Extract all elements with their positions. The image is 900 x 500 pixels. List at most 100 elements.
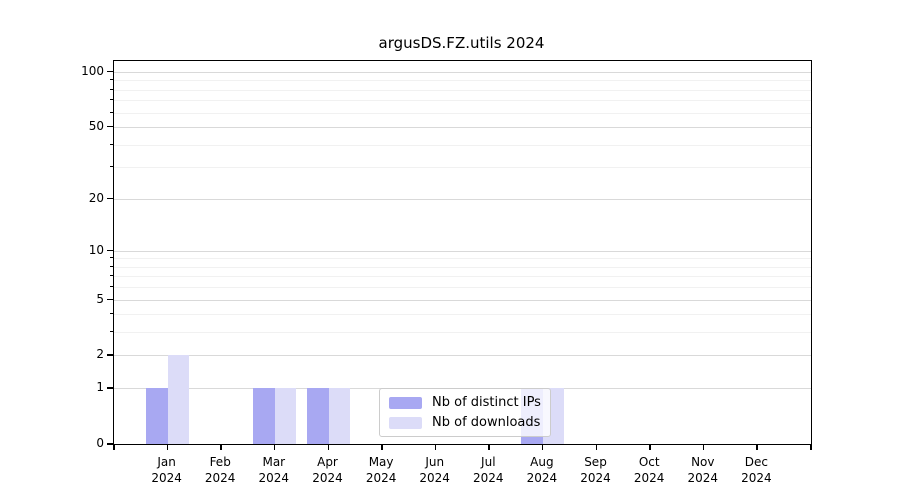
x-axis-tick (649, 444, 651, 450)
y-tick-label: 2 (96, 347, 104, 362)
y-tick-label: 10 (88, 242, 104, 257)
y-axis-minor-tick (109, 88, 113, 90)
chart-title: argusDS.FZ.utils 2024 (378, 34, 545, 52)
x-tick-year: 2024 (473, 471, 504, 485)
gridline-minor (114, 276, 811, 278)
gridline-major (114, 299, 811, 301)
x-tick-month: May (368, 455, 394, 469)
x-tick-month: Jun (425, 455, 445, 469)
bar-apr-downloads (328, 388, 350, 444)
y-axis-minor-tick (109, 313, 113, 315)
x-axis-tick (434, 444, 437, 450)
x-tick-label: May 2024 (351, 454, 411, 486)
gridline-minor (114, 112, 811, 114)
x-tick-year: 2024 (258, 471, 290, 485)
gridline-minor (114, 167, 811, 169)
bar-apr-ips (307, 388, 329, 444)
gridline-major (114, 198, 811, 200)
y-axis-tick (107, 125, 113, 128)
x-tick-label: Mar 2024 (244, 454, 304, 486)
gridline-minor (114, 144, 811, 146)
x-tick-month: Jan (157, 455, 176, 469)
x-axis-tick (810, 444, 812, 450)
x-tick-label: Sep 2024 (566, 454, 626, 486)
x-axis-tick (488, 444, 490, 450)
x-tick-label: Aug 2024 (512, 454, 572, 486)
x-tick-year: 2024 (312, 471, 343, 485)
x-tick-year: 2024 (687, 471, 719, 485)
x-tick-year: 2024 (633, 471, 665, 485)
y-tick-label: 5 (96, 291, 104, 306)
y-axis-tick (107, 354, 113, 356)
y-axis-minor-tick (109, 286, 113, 288)
x-tick-label: Jul 2024 (458, 454, 518, 486)
gridline-minor (114, 332, 811, 334)
x-tick-month: Feb (209, 455, 231, 469)
x-tick-month: Jul (481, 455, 496, 469)
y-tick-label: 0 (96, 436, 104, 450)
y-axis-minor-tick (109, 257, 113, 259)
x-tick-year: 2024 (365, 471, 397, 485)
x-axis-tick (702, 444, 705, 450)
y-axis-tick (107, 249, 113, 252)
y-axis-tick (107, 443, 113, 445)
y-tick-label: 20 (88, 190, 104, 205)
y-tick-label: 50 (88, 118, 104, 133)
legend-swatch-distinct-ips (389, 396, 422, 409)
x-tick-month: Apr (317, 455, 338, 469)
gridline-minor (114, 89, 811, 91)
x-tick-year: 2024 (526, 471, 558, 485)
bar-jan-ips (146, 388, 168, 444)
gridline-minor (114, 287, 811, 289)
x-tick-month: Nov (691, 455, 715, 469)
y-axis-minor-tick (109, 99, 113, 101)
x-axis-tick (113, 444, 115, 450)
y-axis-tick (107, 70, 113, 73)
gridline-major (114, 355, 811, 357)
x-axis-tick (541, 444, 544, 450)
x-tick-year: 2024 (741, 471, 772, 485)
y-axis-tick (107, 298, 113, 300)
y-axis-minor-tick (109, 275, 113, 277)
x-tick-year: 2024 (419, 471, 450, 485)
gridline-minor (114, 80, 811, 82)
gridline-minor (114, 100, 811, 102)
x-axis-tick (166, 444, 169, 450)
y-axis-minor-tick (109, 79, 113, 81)
x-tick-year: 2024 (204, 471, 236, 485)
x-tick-label: Jun 2024 (405, 454, 465, 486)
x-tick-label: Jan 2024 (137, 454, 197, 486)
bar-jan-downloads (167, 355, 190, 444)
gridline-minor (114, 266, 811, 268)
x-axis-tick (327, 444, 329, 450)
legend-row: Nb of downloads (389, 415, 541, 430)
x-tick-month: Oct (638, 455, 660, 469)
x-tick-month: Sep (584, 455, 607, 469)
legend-swatch-downloads (389, 416, 422, 429)
x-axis-tick (220, 444, 222, 450)
y-axis-minor-tick (109, 166, 113, 168)
y-axis-minor-tick (109, 111, 113, 113)
y-axis-minor-tick (109, 331, 113, 333)
legend-label: Nb of downloads (432, 415, 541, 430)
x-axis-tick (381, 444, 383, 450)
x-tick-year: 2024 (151, 471, 182, 485)
gridline-major (114, 126, 811, 128)
x-axis-tick (756, 444, 758, 450)
gridline-minor (114, 258, 811, 260)
x-tick-month: Aug (530, 455, 554, 469)
y-axis-tick (107, 387, 113, 389)
x-tick-label: Feb 2024 (190, 454, 250, 486)
x-tick-label: Apr 2024 (298, 454, 358, 486)
x-tick-label: Nov 2024 (673, 454, 733, 486)
legend: Nb of distinct IPs Nb of downloads (379, 388, 551, 437)
y-axis-tick (107, 197, 113, 199)
bar-mar-ips (253, 388, 275, 444)
x-tick-year: 2024 (580, 471, 611, 485)
y-tick-label: 1 (96, 380, 104, 395)
bar-mar-downloads (274, 388, 297, 444)
y-tick-label: 100 (81, 63, 104, 78)
x-tick-label: Dec 2024 (726, 454, 786, 486)
y-axis-minor-tick (109, 143, 113, 145)
